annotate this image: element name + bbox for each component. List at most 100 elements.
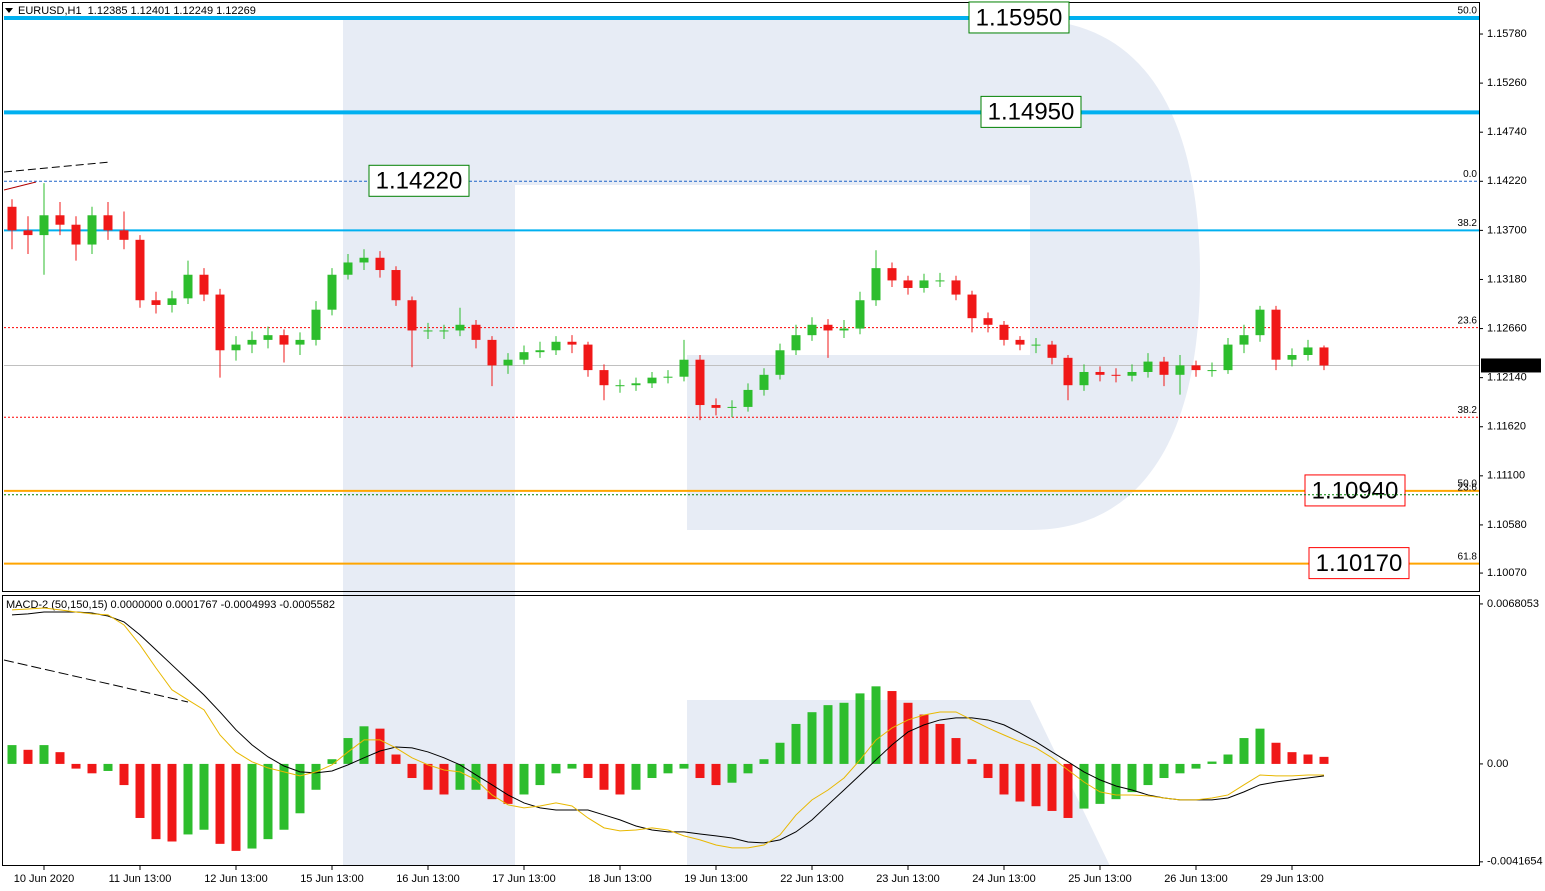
histogram-bar [551, 763, 561, 774]
candle-body [887, 268, 897, 281]
candle-body [487, 339, 497, 366]
candle-body [359, 257, 369, 263]
histogram-bar [983, 763, 993, 779]
histogram-bar [375, 728, 385, 764]
candle-body [999, 324, 1009, 340]
histogram-bar [103, 763, 113, 771]
candle-body [791, 335, 801, 351]
histogram-bar [423, 763, 433, 790]
histogram-bar [1095, 763, 1105, 804]
x-tick-label: 22 Jun 13:00 [780, 873, 844, 885]
histogram-bar [263, 763, 273, 840]
candle-body [871, 268, 881, 301]
x-tick-label: 29 Jun 13:00 [1260, 873, 1324, 885]
histogram-bar [1287, 752, 1297, 764]
candle-body [7, 206, 17, 231]
x-tick-label: 25 Jun 13:00 [1068, 873, 1132, 885]
candle-body [279, 335, 289, 345]
histogram-bar [359, 726, 369, 764]
candle-body [935, 280, 945, 282]
x-tick-label: 26 Jun 13:00 [1164, 873, 1228, 885]
candle-body [1159, 361, 1169, 375]
histogram-bar [55, 752, 65, 764]
histogram-bar [167, 763, 177, 842]
y-tick-label: 1.12660 [1487, 322, 1527, 334]
histogram-bar [71, 763, 81, 769]
candle-body [503, 359, 513, 366]
candle-body [983, 318, 993, 325]
candle-body [919, 280, 929, 288]
histogram-bar [855, 693, 865, 764]
candle-body [1239, 335, 1249, 345]
candle-body [1207, 370, 1217, 372]
histogram-bar [215, 763, 225, 844]
x-tick-label: 16 Jun 13:00 [396, 873, 460, 885]
level-tag-box [968, 1, 1070, 34]
histogram-bar [711, 763, 721, 786]
watermark-stem [343, 20, 515, 866]
candle-body [1303, 347, 1313, 355]
y-tick-label: 1.15780 [1487, 28, 1527, 40]
histogram-bar [231, 763, 241, 851]
histogram-bar [455, 763, 465, 790]
fib-label: 50.0 [1458, 479, 1478, 490]
candle-body [135, 239, 145, 301]
y-tick-label: 1.13180 [1487, 273, 1527, 285]
histogram-bar [599, 763, 609, 790]
x-tick-label: 10 Jun 2020 [14, 873, 75, 885]
fib-label: 50.0 [1458, 6, 1478, 17]
histogram-bar [1031, 763, 1041, 807]
candle-body [1271, 309, 1281, 360]
histogram-bar [935, 723, 945, 764]
fib-label: 0.0 [1463, 169, 1477, 180]
watermark [343, 20, 1200, 866]
candle-body [263, 335, 273, 340]
histogram-bar [1015, 763, 1025, 802]
candle-body [55, 215, 65, 225]
histogram-bar [327, 759, 337, 764]
histogram-bar [663, 763, 673, 774]
candle-body [1223, 344, 1233, 371]
x-tick-label: 18 Jun 13:00 [588, 873, 652, 885]
histogram-bar [775, 742, 785, 764]
candle-body [903, 280, 913, 288]
histogram-bar [295, 763, 305, 814]
candle-body [71, 224, 81, 245]
candle-body [215, 294, 225, 351]
histogram-bar [567, 763, 577, 769]
candle-body [231, 344, 241, 351]
candle-body [311, 309, 321, 340]
price-panel-frame [2, 2, 1480, 592]
histogram-bar [1111, 763, 1121, 800]
histogram-bar [679, 763, 689, 769]
candle-body [519, 352, 529, 360]
candle-body [567, 341, 577, 345]
candle-body [87, 215, 97, 245]
histogram-bar [1319, 756, 1329, 764]
fib-label: 61.8 [1458, 551, 1478, 562]
histogram-bar [1239, 738, 1249, 764]
candle-body [695, 359, 705, 406]
candle-body [1319, 347, 1329, 366]
candle-body [823, 324, 833, 331]
candle-body [727, 406, 737, 408]
fib-label: 38.2 [1458, 218, 1478, 229]
histogram-bar [1207, 761, 1217, 764]
histogram-bar [903, 702, 913, 764]
y-tick-label: 1.10580 [1487, 519, 1527, 531]
candle-body [1127, 371, 1137, 376]
candle-body [647, 377, 657, 384]
trend-line [3, 181, 37, 191]
y-tick-label: 1.11100 [1487, 470, 1525, 482]
candle-body [295, 339, 305, 345]
candle-body [1287, 354, 1297, 360]
candle-body [343, 262, 353, 275]
histogram-bar [1127, 763, 1137, 793]
candle-body [1079, 371, 1089, 386]
histogram-bar [119, 763, 129, 786]
candle-body [407, 300, 417, 331]
candle-body [535, 350, 545, 353]
candle-body [119, 230, 129, 240]
x-tick-label: 17 Jun 13:00 [492, 873, 556, 885]
